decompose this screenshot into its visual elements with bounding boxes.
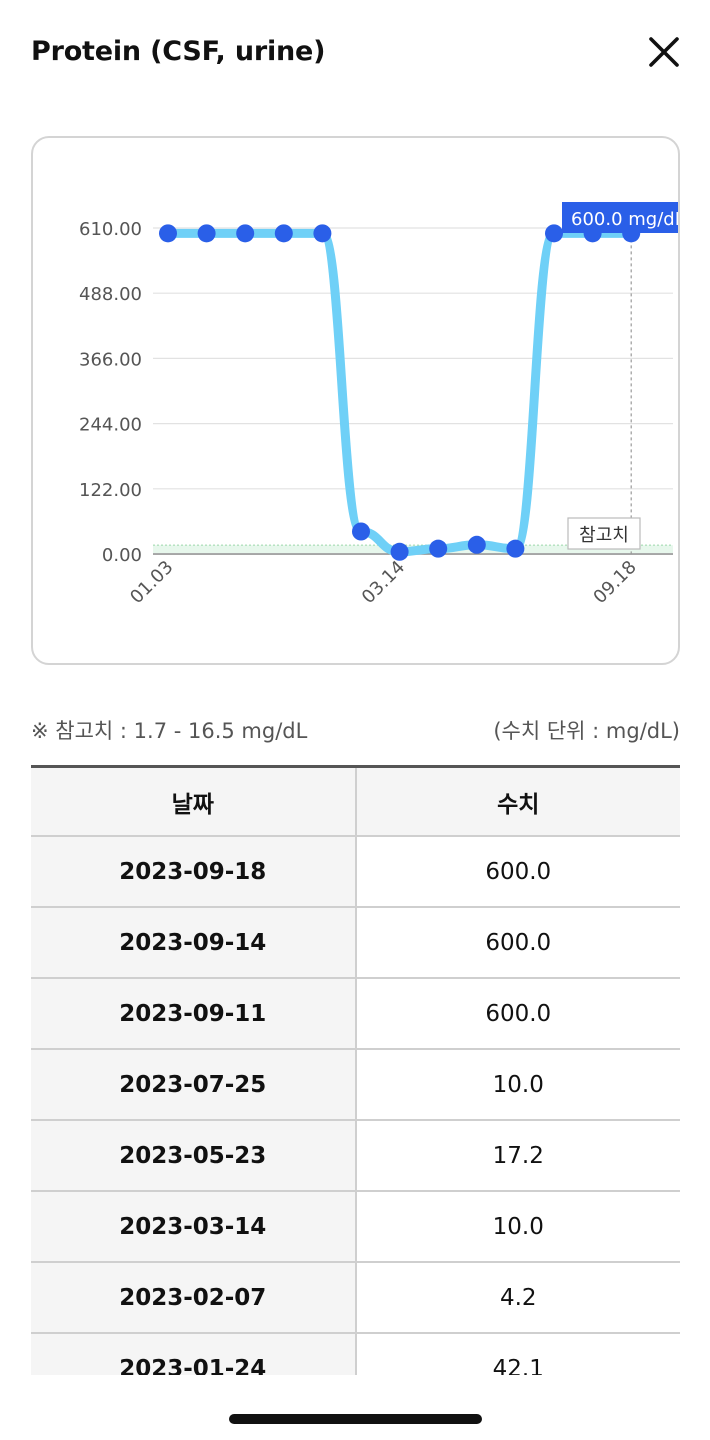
table-row: 2023-07-25 10.0: [31, 1049, 680, 1121]
table-row: 2023-02-07 4.2: [31, 1262, 680, 1334]
series-line: [163, 228, 636, 557]
close-button[interactable]: [640, 28, 688, 76]
tooltip-box: [562, 202, 678, 233]
data-point[interactable]: [159, 224, 177, 243]
date-cell: 2023-03-14: [31, 1191, 357, 1263]
value-cell: 17.2: [355, 1120, 680, 1192]
date-cell: 2023-02-07: [31, 1262, 357, 1334]
date-cell: 2023-09-18: [31, 836, 357, 908]
x-tick-label: 09.18: [589, 557, 640, 608]
table-row: 2023-09-11 600.0: [31, 978, 680, 1050]
y-tick-label: 122.00: [79, 480, 142, 501]
data-point[interactable]: [274, 224, 293, 243]
value-column-header: 수치: [355, 768, 680, 837]
value-cell: 4.2: [355, 1262, 680, 1334]
y-tick-label: 488.00: [79, 284, 142, 305]
data-point[interactable]: [352, 522, 370, 541]
date-cell: 2023-01-24: [31, 1333, 357, 1375]
reference-label-box: [567, 517, 641, 550]
data-point[interactable]: [429, 539, 448, 558]
table-row: 2023-09-14 600.0: [31, 907, 680, 979]
data-point[interactable]: [390, 542, 409, 561]
value-cell: 600.0: [355, 907, 680, 979]
y-tick-label: 610.00: [79, 219, 142, 240]
close-icon: [649, 37, 679, 67]
date-cell: 2023-07-25: [31, 1049, 357, 1121]
y-tick-label: 244.00: [79, 415, 142, 436]
date-column-header: 날짜: [31, 768, 357, 837]
chart-card: 610.00 488.00 366.00 244.00 122.00 0.00 01.03 0…: [31, 136, 680, 665]
data-point[interactable]: [313, 224, 332, 243]
modal-header: Protein (CSF, urine): [0, 0, 710, 110]
value-cell: 10.0: [355, 1049, 680, 1121]
data-point[interactable]: [197, 224, 216, 243]
value-cell: 10.0: [355, 1191, 680, 1263]
table-row: 2023-01-24 42.1: [31, 1333, 680, 1375]
y-tick-label: 366.00: [79, 349, 142, 370]
data-point[interactable]: [545, 224, 563, 243]
data-point[interactable]: [236, 224, 255, 243]
date-cell: 2023-05-23: [31, 1120, 357, 1192]
value-cell: 600.0: [355, 836, 680, 908]
date-cell: 2023-09-11: [31, 978, 357, 1050]
data-point[interactable]: [506, 539, 525, 558]
data-point[interactable]: [467, 535, 486, 554]
unit-text: (수치 단위 : mg/dL): [493, 719, 680, 743]
page-title: Protein (CSF, urine): [31, 36, 326, 67]
table-row: 2023-05-23 17.2: [31, 1120, 680, 1192]
value-cell: 42.1: [355, 1333, 680, 1375]
reference-row: ※ 참고치 : 1.7 - 16.5 mg/dL (수치 단위 : mg/dL): [31, 712, 680, 748]
tooltip-value: 600.0 mg/dL: [571, 209, 680, 230]
reference-range-text: ※ 참고치 : 1.7 - 16.5 mg/dL: [31, 719, 308, 743]
table-row: 2023-09-18 600.0: [31, 836, 680, 908]
home-indicator: [229, 1414, 482, 1424]
x-tick-label: 03.14: [358, 557, 409, 608]
value-cell: 600.0: [355, 978, 680, 1050]
y-tick-label: 0.00: [102, 545, 142, 566]
results-table[interactable]: 날짜 수치 2023-09-18 600.0 2023-09-14 600.0 2023…: [31, 765, 680, 1375]
table-row: 2023-03-14 10.0: [31, 1191, 680, 1263]
table-header-row: 날짜 수치: [31, 768, 680, 837]
reference-label: 참고치: [579, 525, 629, 546]
date-cell: 2023-09-14: [31, 907, 357, 979]
